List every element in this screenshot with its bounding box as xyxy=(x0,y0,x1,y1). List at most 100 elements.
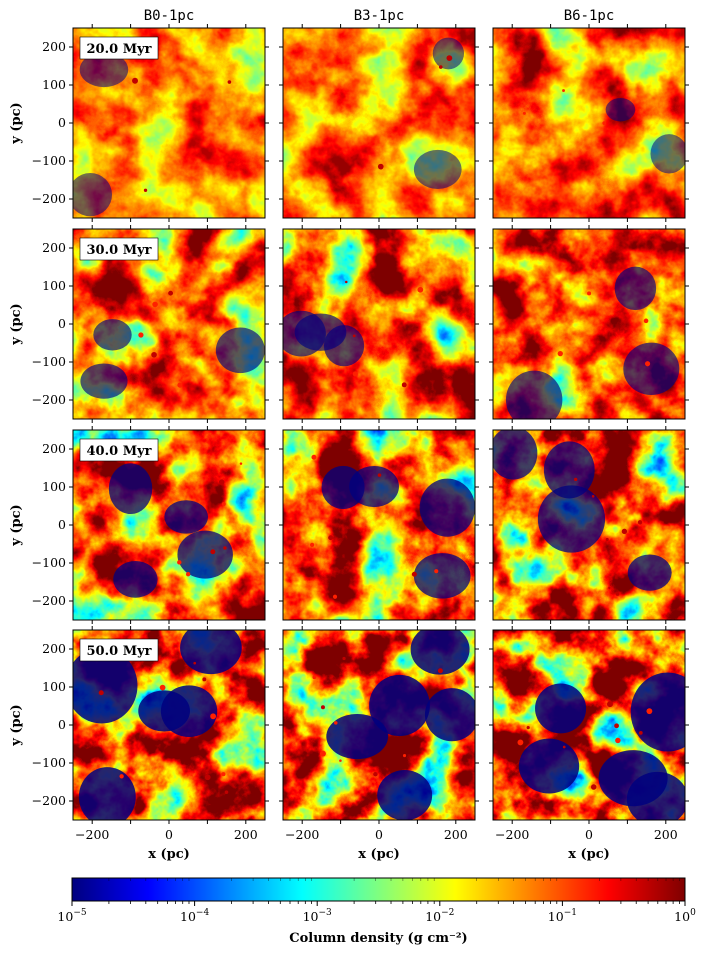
void-region xyxy=(493,430,538,480)
dense-clump xyxy=(615,737,621,744)
x-tick-label: −200 xyxy=(75,827,109,842)
dense-clump xyxy=(411,571,417,577)
void-region xyxy=(377,770,433,820)
void-region xyxy=(413,553,471,599)
y-tick-label: 0 xyxy=(58,517,66,532)
x-tick-label: −200 xyxy=(495,827,529,842)
dense-clump xyxy=(438,65,443,69)
dense-clump xyxy=(621,528,628,535)
dense-clump xyxy=(210,549,216,555)
map-panel-b0-1pc-500 xyxy=(73,630,265,820)
dense-clump xyxy=(185,572,191,577)
dense-clump xyxy=(119,774,124,779)
time-label: 50.0 Myr xyxy=(87,644,152,659)
void-region xyxy=(73,647,138,724)
dense-clump xyxy=(587,291,592,296)
void-region xyxy=(623,342,680,396)
colorbar-tick-label: 10−1 xyxy=(548,908,577,924)
y-tick-label: −100 xyxy=(32,354,66,369)
map-panel-b0-1pc-200 xyxy=(73,28,265,218)
dense-clump xyxy=(637,520,643,525)
void-region xyxy=(432,37,465,70)
dense-clump xyxy=(311,454,317,460)
time-label: 30.0 Myr xyxy=(87,243,152,258)
void-region xyxy=(419,478,475,537)
void-region xyxy=(413,149,462,189)
dense-clump xyxy=(328,535,334,541)
void-region xyxy=(626,771,685,820)
colorbar-tick-label: 10−4 xyxy=(180,908,209,924)
y-tick-label: −100 xyxy=(32,755,66,770)
dense-clump xyxy=(615,591,620,596)
time-label: 40.0 Myr xyxy=(87,444,152,459)
map-panel-b3-1pc-500 xyxy=(283,630,475,820)
void-region xyxy=(164,500,209,534)
void-region xyxy=(73,172,113,217)
dense-clump xyxy=(202,677,207,682)
dense-clump xyxy=(159,684,166,691)
void-region xyxy=(410,630,470,675)
x-tick-label: 0 xyxy=(585,827,593,842)
y-tick-label: 200 xyxy=(42,39,66,54)
y-tick-label: 0 xyxy=(58,717,66,732)
time-label-box xyxy=(79,638,159,662)
dense-clump xyxy=(434,569,439,574)
map-panel-b6-1pc-200 xyxy=(493,28,685,218)
void-region xyxy=(108,463,153,515)
dense-clump xyxy=(312,675,317,680)
dense-clump xyxy=(223,546,227,550)
dense-clump xyxy=(401,382,407,388)
void-region xyxy=(424,688,475,742)
void-region xyxy=(321,465,365,510)
dense-clump xyxy=(204,774,211,781)
time-label-box xyxy=(79,438,159,462)
dense-clump xyxy=(151,351,157,358)
x-tick-label: 200 xyxy=(234,827,258,842)
dense-clump xyxy=(320,705,325,710)
dense-clump xyxy=(402,754,407,758)
map-panel-b0-1pc-400 xyxy=(73,430,265,620)
dense-clump xyxy=(638,731,643,735)
map-panel-b0-1pc-300 xyxy=(73,229,265,419)
column-title: B6-1pc xyxy=(564,8,615,24)
dense-clump xyxy=(319,750,326,757)
dense-clump xyxy=(590,784,597,790)
x-axis-label: x (pc) xyxy=(568,847,610,862)
colorbar-tick-label: 100 xyxy=(674,908,696,924)
void-region xyxy=(605,98,636,122)
x-tick-label: −200 xyxy=(285,827,319,842)
y-tick-label: 200 xyxy=(42,641,66,656)
dense-clump xyxy=(643,318,649,324)
y-tick-label: −200 xyxy=(32,392,66,407)
dense-clump xyxy=(377,163,384,170)
y-tick-label: −100 xyxy=(32,153,66,168)
y-tick-label: −200 xyxy=(32,793,66,808)
map-panel-b3-1pc-300 xyxy=(283,229,475,419)
dense-clump xyxy=(239,462,243,465)
y-tick-label: 100 xyxy=(42,679,66,694)
dense-clump xyxy=(638,394,642,398)
dense-clump xyxy=(522,111,526,115)
void-region xyxy=(627,554,672,591)
dense-clump xyxy=(373,771,378,777)
x-axis-label: x (pc) xyxy=(358,847,400,862)
void-region xyxy=(650,134,685,174)
y-tick-label: 200 xyxy=(42,240,66,255)
void-region xyxy=(93,319,132,351)
dense-clump xyxy=(573,477,578,482)
y-tick-label: 200 xyxy=(42,441,66,456)
y-tick-label: −200 xyxy=(32,191,66,206)
void-region xyxy=(215,327,265,374)
dense-clump xyxy=(210,713,217,720)
column-title: B0-1pc xyxy=(144,8,195,24)
dense-clump xyxy=(309,542,315,548)
colorbar-tick-label: 10−3 xyxy=(303,908,332,924)
dense-clump xyxy=(526,726,530,730)
dense-clump xyxy=(221,772,226,777)
dense-clump xyxy=(352,334,356,338)
colorbar xyxy=(71,877,686,902)
colorbar-tick-label: 10−5 xyxy=(57,908,86,924)
dense-clump xyxy=(557,350,563,357)
dense-clump xyxy=(517,739,524,746)
y-tick-label: 100 xyxy=(42,278,66,293)
